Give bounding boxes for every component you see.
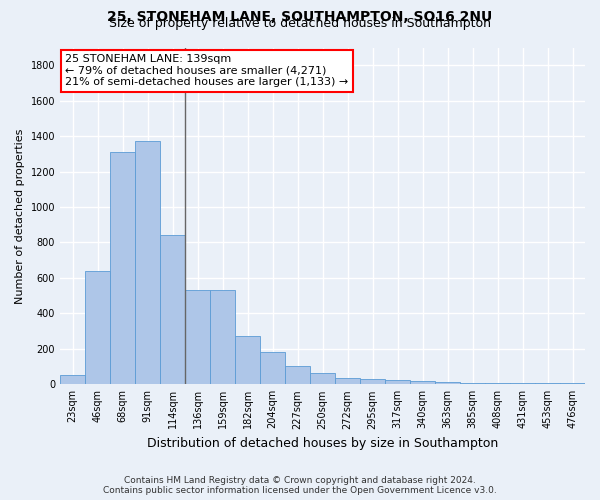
Text: 25 STONEHAM LANE: 139sqm
← 79% of detached houses are smaller (4,271)
21% of sem: 25 STONEHAM LANE: 139sqm ← 79% of detach…	[65, 54, 349, 88]
Text: 25, STONEHAM LANE, SOUTHAMPTON, SO16 2NU: 25, STONEHAM LANE, SOUTHAMPTON, SO16 2NU	[107, 10, 493, 24]
Bar	[235, 336, 260, 384]
Text: Contains HM Land Registry data © Crown copyright and database right 2024.
Contai: Contains HM Land Registry data © Crown c…	[103, 476, 497, 495]
Bar	[285, 366, 310, 384]
Bar	[60, 376, 85, 384]
Bar	[310, 373, 335, 384]
Bar	[110, 152, 135, 384]
Bar	[510, 383, 535, 384]
Bar	[260, 352, 285, 384]
Bar	[85, 271, 110, 384]
Bar	[435, 382, 460, 384]
Bar	[485, 382, 510, 384]
Bar	[335, 378, 360, 384]
Y-axis label: Number of detached properties: Number of detached properties	[15, 128, 25, 304]
Bar	[135, 142, 160, 384]
Bar	[385, 380, 410, 384]
Bar	[360, 379, 385, 384]
Bar	[210, 290, 235, 384]
Bar	[460, 382, 485, 384]
Bar	[410, 381, 435, 384]
Bar	[185, 290, 210, 384]
X-axis label: Distribution of detached houses by size in Southampton: Distribution of detached houses by size …	[147, 437, 498, 450]
Bar	[160, 236, 185, 384]
Text: Size of property relative to detached houses in Southampton: Size of property relative to detached ho…	[109, 18, 491, 30]
